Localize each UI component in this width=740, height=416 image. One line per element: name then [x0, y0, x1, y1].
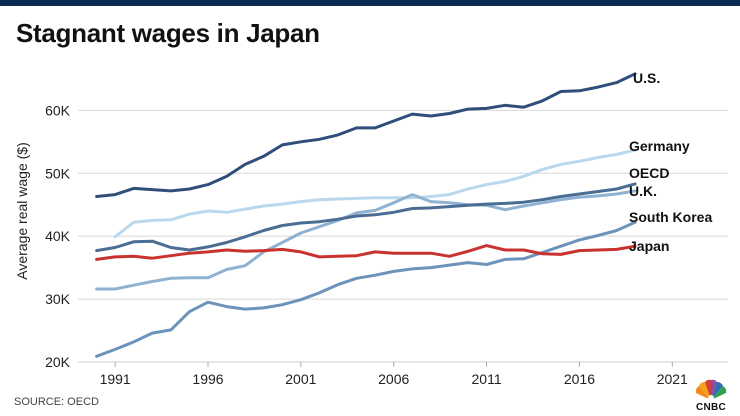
series-label-japan: Japan [629, 238, 669, 254]
logo-wordmark: CNBC [695, 402, 727, 413]
x-tick-label: 2006 [378, 371, 409, 387]
series-line-germany [113, 148, 637, 239]
x-tick-label: 1996 [192, 371, 223, 387]
y-tick-label: 60K [45, 102, 71, 118]
x-tick-label: 2016 [564, 371, 595, 387]
y-tick-label: 50K [45, 165, 71, 181]
series-line-u-k [95, 189, 637, 291]
cnbc-logo: CNBC [686, 378, 736, 414]
series-line-u-s [95, 72, 637, 198]
nbc-peacock-icon [695, 379, 727, 401]
series-label-oecd: OECD [629, 165, 669, 181]
x-tick-label: 2001 [285, 371, 316, 387]
series-line-south-korea [95, 220, 637, 358]
x-tick-label: 1991 [100, 371, 131, 387]
series-line-japan [95, 244, 637, 261]
series-label-germany: Germany [629, 138, 690, 154]
y-tick-label: 30K [45, 291, 71, 307]
series-label-south-korea: South Korea [629, 209, 712, 225]
top-accent-bar [0, 0, 740, 6]
series-label-u-k: U.K. [629, 183, 657, 199]
series-label-u-s: U.S. [633, 70, 660, 86]
x-tick-label: 2011 [472, 371, 502, 387]
x-tick-label: 2021 [657, 371, 688, 387]
source-note: SOURCE: OECD [14, 396, 99, 408]
y-tick-label: 20K [45, 354, 71, 370]
y-axis-label: Average real wage ($) [14, 142, 30, 279]
page-title: Stagnant wages in Japan [16, 18, 320, 48]
series-line-oecd [95, 182, 637, 253]
y-tick-label: 40K [45, 228, 71, 244]
